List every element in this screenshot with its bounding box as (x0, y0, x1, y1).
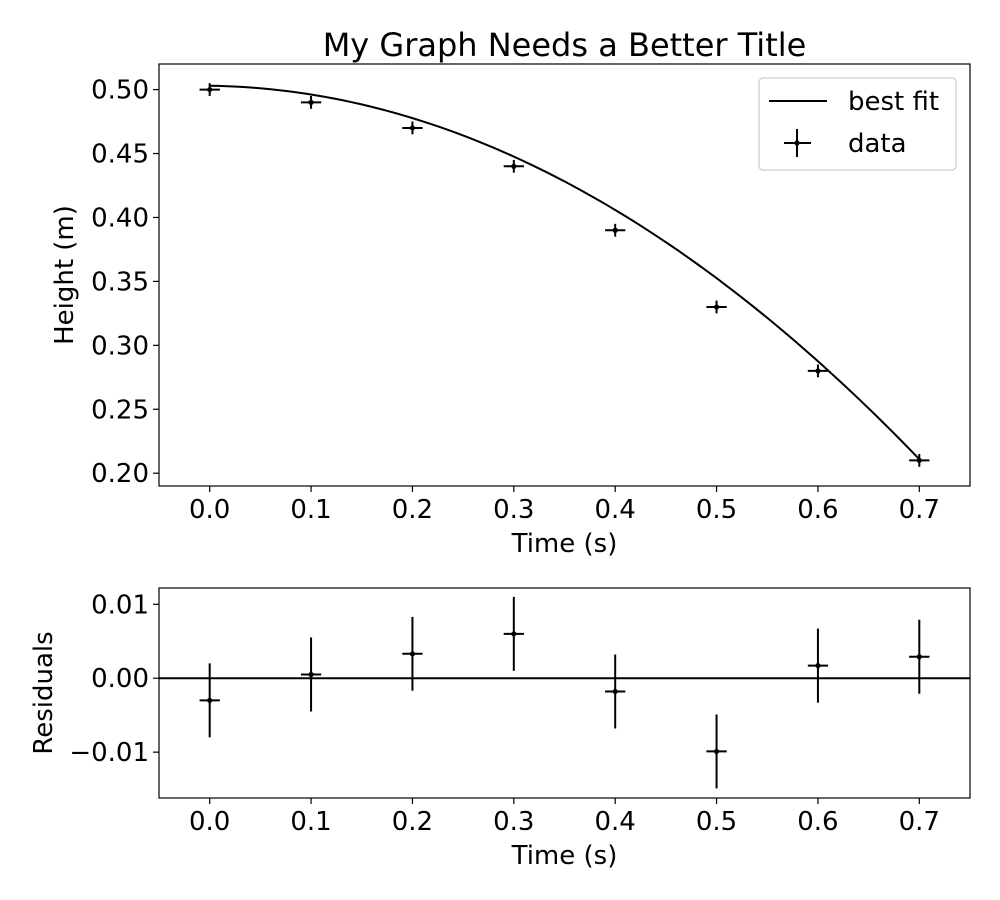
residuals-data-point (308, 671, 314, 678)
main-data-point (713, 304, 720, 310)
residuals-data-point (409, 651, 416, 657)
main-chart-title: My Graph Needs a Better Title (323, 26, 807, 64)
residuals-x-tick-label: 0.0 (189, 807, 230, 837)
residuals-y-tick-label: 0.01 (91, 590, 149, 620)
main-x-tick-label: 0.1 (290, 495, 331, 525)
residuals-x-tick-label: 0.4 (595, 807, 636, 837)
main-data-point (409, 125, 416, 131)
main-data-point (511, 163, 517, 169)
residuals-x-tick-label: 0.2 (392, 807, 433, 837)
main-y-tick-label: 0.20 (91, 459, 149, 489)
main-y-axis-label: Height (m) (50, 205, 80, 345)
residuals-data-point (713, 748, 720, 755)
main-data-point (815, 368, 821, 374)
main-y-tick-label: 0.45 (91, 140, 149, 170)
main-best-fit-line (209, 84, 921, 460)
residuals-x-tick-label: 0.3 (493, 807, 534, 837)
legend-label-data: data (848, 129, 907, 159)
main-data-point (308, 99, 314, 105)
residuals-x-tick-label: 0.6 (797, 807, 838, 837)
main-data-point (207, 86, 213, 93)
residuals-data-point (916, 654, 922, 660)
residuals-data-point (612, 688, 618, 695)
main-y-tick-label: 0.50 (91, 76, 149, 106)
residuals-y-axis-label: Residuals (29, 631, 59, 754)
residuals-data-point (815, 663, 821, 669)
main-x-tick-label: 0.0 (189, 495, 230, 525)
main-x-tick-label: 0.3 (493, 495, 534, 525)
main-y-tick-label: 0.40 (91, 203, 149, 233)
residuals-x-tick-label: 0.7 (899, 807, 940, 837)
main-data-point (612, 227, 618, 233)
main-x-tick-label: 0.6 (797, 495, 838, 525)
legend-label-best-fit: best fit (848, 87, 939, 117)
main-x-axis-label: Time (s) (511, 529, 618, 559)
legend-swatch-data-point (794, 140, 800, 146)
main-plot-frame (158, 63, 971, 487)
residuals-x-tick-label: 0.5 (696, 807, 737, 837)
residuals-x-axis-label: Time (s) (511, 841, 618, 871)
residuals-x-tick-label: 0.1 (290, 807, 331, 837)
residuals-plot-frame (158, 587, 971, 799)
residuals-data-point (207, 697, 213, 703)
main-y-tick-label: 0.30 (91, 331, 149, 361)
main-y-tick-label: 0.35 (91, 267, 149, 297)
main-x-tick-label: 0.2 (392, 495, 433, 525)
main-x-tick-label: 0.7 (899, 495, 940, 525)
residuals-y-tick-label: 0.00 (91, 664, 149, 694)
residuals-data-point (511, 631, 517, 637)
main-x-tick-label: 0.5 (696, 495, 737, 525)
main-x-tick-label: 0.4 (595, 495, 636, 525)
residuals-y-tick-label: −0.01 (69, 738, 149, 768)
main-y-tick-label: 0.25 (91, 395, 149, 425)
